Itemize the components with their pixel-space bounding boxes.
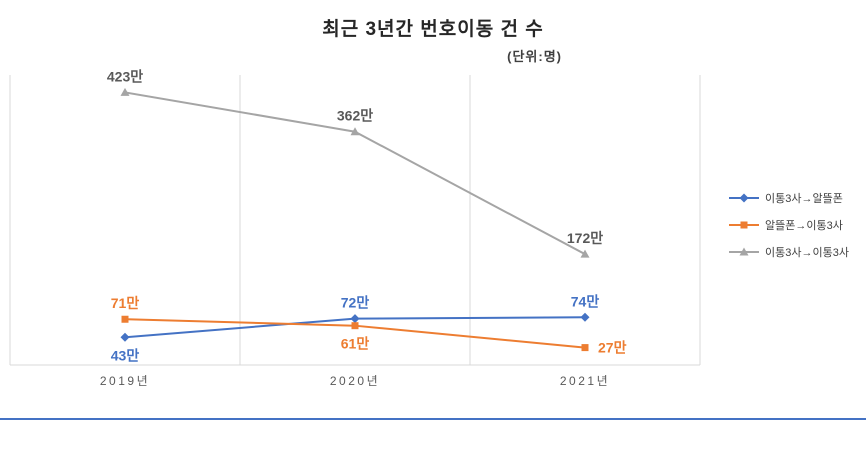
data-label: 172만 (567, 230, 603, 246)
data-label: 61만 (341, 336, 370, 352)
legend-key-icon (729, 193, 759, 203)
triangle-marker-icon (120, 87, 130, 96)
legend-label: 알뜰폰→이통3사 (765, 220, 843, 232)
legend-item: 알뜰폰→이통3사 (728, 217, 849, 233)
triangle-marker-icon (739, 247, 749, 256)
legend-label: 이통3사→이통3사 (765, 247, 849, 259)
square-marker-icon (121, 315, 129, 323)
x-axis-label: 2021년 (560, 374, 610, 388)
data-label: 43만 (111, 347, 140, 363)
data-label: 74만 (571, 293, 600, 309)
triangle-marker-icon (350, 127, 360, 136)
diamond-marker-icon (120, 332, 130, 342)
square-marker-icon (581, 344, 589, 352)
legend-key-icon (729, 247, 759, 256)
chart-subtitle: (단위:명) (507, 49, 562, 64)
legend-item: 이통3사→알뜰폰 (728, 190, 849, 206)
diamond-marker-icon (739, 193, 749, 203)
legend-item: 이통3사→이통3사 (728, 244, 849, 260)
diamond-marker-icon (580, 312, 590, 322)
data-label: 362만 (337, 108, 373, 124)
chart-title: 최근 3년간 번호이동 건 수 (322, 19, 544, 40)
diamond-marker-icon (350, 314, 360, 324)
data-label: 71만 (111, 295, 140, 311)
data-label: 423만 (107, 68, 143, 84)
bottom-divider (0, 418, 866, 420)
data-label: 72만 (341, 295, 370, 311)
x-axis-label: 2020년 (330, 374, 380, 388)
square-marker-icon (740, 221, 748, 229)
legend-label: 이통3사→알뜰폰 (765, 193, 843, 205)
x-axis-label: 2019년 (100, 374, 150, 388)
triangle-marker-icon (580, 249, 590, 258)
data-label: 27만 (598, 340, 627, 356)
legend-key-icon (729, 221, 759, 229)
square-marker-icon (351, 322, 359, 330)
